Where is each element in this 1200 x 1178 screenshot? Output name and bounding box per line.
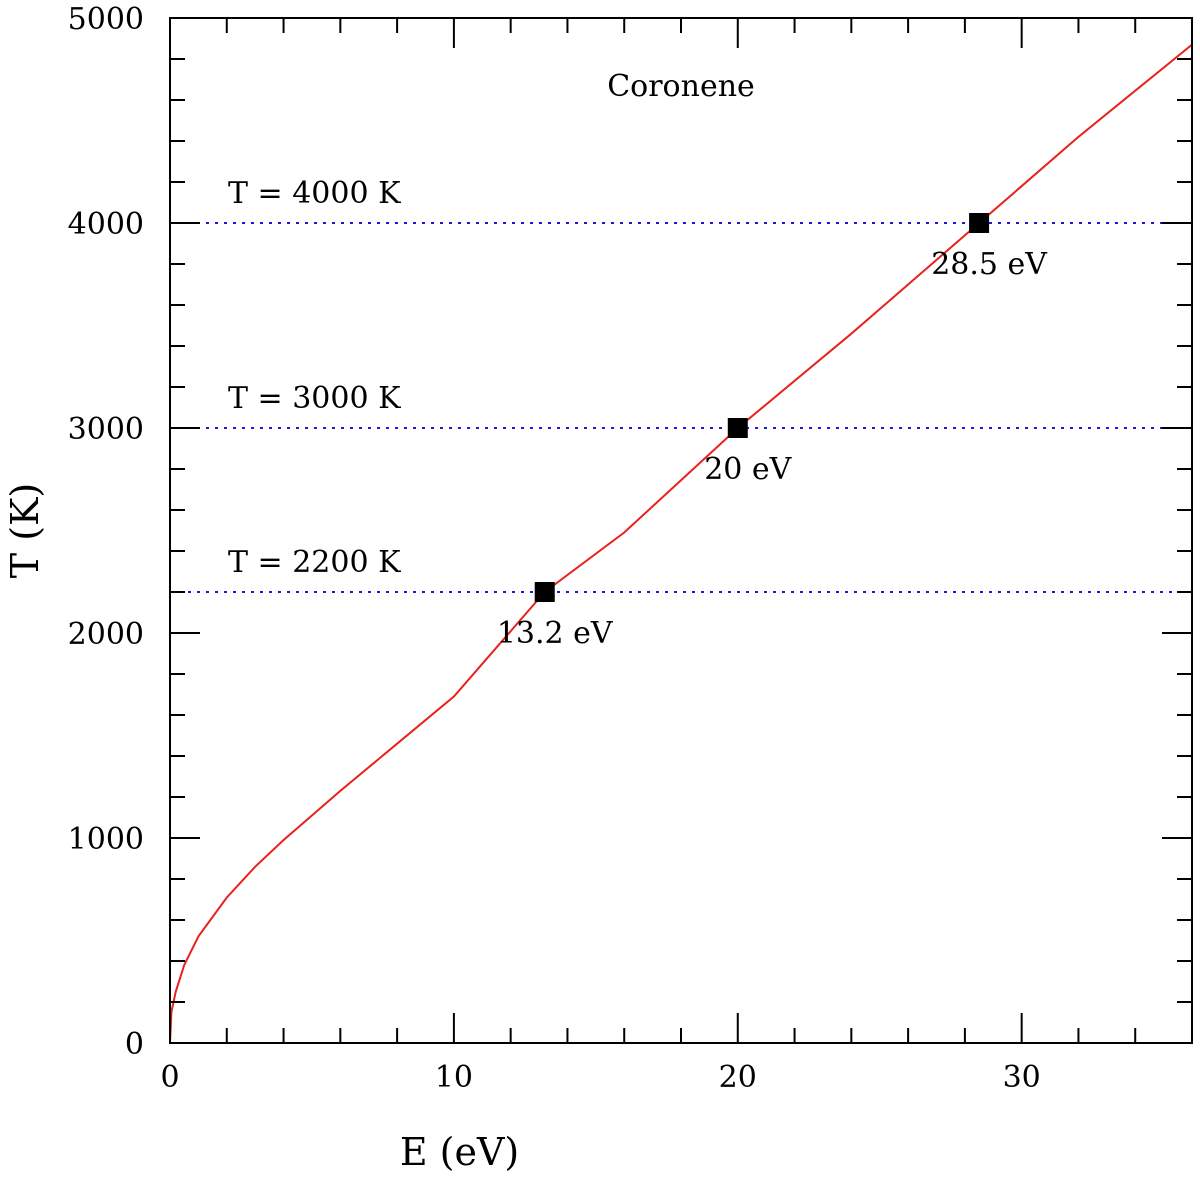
x-tick-label: 10 [435,1060,473,1095]
y-tick-label: 2000 [68,617,144,652]
marker-label: 20 eV [704,452,792,487]
markers [534,213,990,602]
plot-frame [169,17,1193,1044]
annotations: T = 4000 K T = 3000 K T = 2200 K 13.2 eV 20 … [228,176,1048,651]
data-marker [969,213,990,233]
y-tick-label: 4000 [68,207,144,242]
reference-line-label: T = 3000 K [228,381,401,416]
y-tick-label: 0 [125,1027,144,1062]
reference-line-label: T = 2200 K [228,545,401,580]
marker-label: 28.5 eV [931,247,1048,282]
y-tick-label: 5000 [68,2,144,37]
series-line [169,43,1193,1044]
x-tick-label: 30 [1003,1060,1041,1095]
reference-line-label: T = 4000 K [228,176,401,211]
series-layer [169,43,1193,1044]
y-axis-title: T (K) [3,483,47,578]
x-axis-title: E (eV) [400,1130,519,1174]
x-tick-label: 0 [160,1060,179,1095]
data-marker [534,582,555,602]
y-tick-label: 1000 [68,822,144,857]
plot-title: Coronene [607,69,755,104]
data-marker [727,418,748,438]
y-tick-label: 3000 [68,412,144,447]
x-tick-label: 20 [719,1060,757,1095]
marker-label: 13.2 eV [497,616,614,651]
tick-labels: 0 10 20 30 0 1000 2000 3000 4000 5000 [68,2,1041,1095]
